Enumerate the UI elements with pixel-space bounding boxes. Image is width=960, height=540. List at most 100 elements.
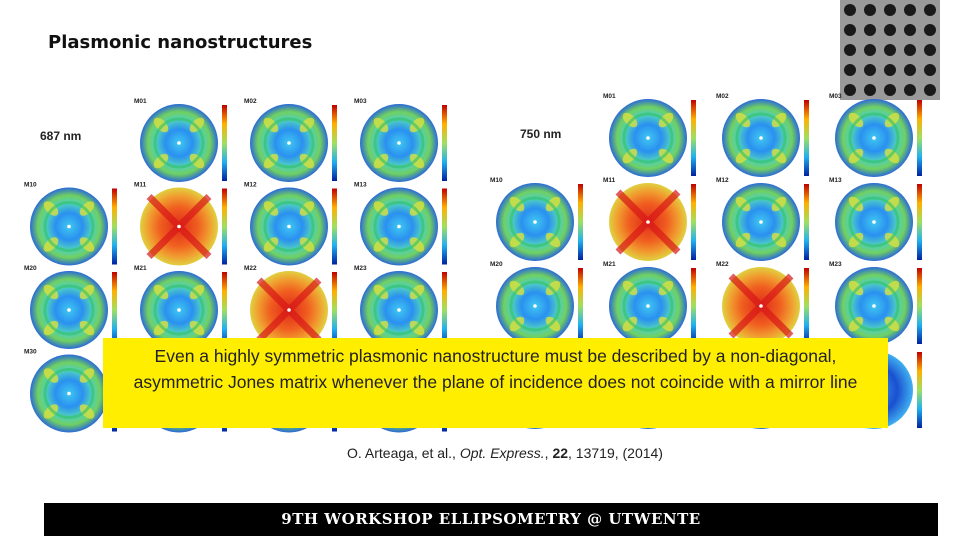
map-ring xyxy=(622,280,674,332)
map-ring xyxy=(622,112,674,164)
center-dot xyxy=(872,304,876,308)
map-ring xyxy=(373,201,425,252)
center-dot xyxy=(533,304,537,308)
center-dot xyxy=(177,308,181,312)
center-dot xyxy=(759,220,763,224)
panel-label: M30 xyxy=(24,349,37,356)
panel-label: M02 xyxy=(244,98,257,105)
slide-title: Plasmonic nanostructures xyxy=(48,32,313,53)
colorbar xyxy=(332,272,337,348)
panel-label: M02 xyxy=(716,93,729,100)
map-ring xyxy=(848,280,900,332)
map-ring xyxy=(153,284,205,336)
map-ring xyxy=(263,117,315,169)
citation-journal: Opt. Express. xyxy=(459,445,545,461)
colorbar xyxy=(804,100,809,176)
center-dot xyxy=(397,141,401,145)
panel-label: M12 xyxy=(244,182,257,189)
panel-label: M11 xyxy=(134,182,147,189)
panel-label: M03 xyxy=(354,98,367,105)
colorbar xyxy=(691,268,696,344)
panel-label: M21 xyxy=(603,261,616,268)
center-dot xyxy=(759,304,763,308)
center-dot xyxy=(287,141,291,145)
map-ring xyxy=(735,196,787,248)
colorbar xyxy=(442,105,447,181)
panel-label: M01 xyxy=(603,93,616,100)
map-ring xyxy=(263,201,315,252)
map-ring xyxy=(735,112,787,164)
map-ring xyxy=(848,196,900,248)
footer: 9TH WORKSHOP ELLIPSOMETRY @ UTWENTE xyxy=(44,503,938,536)
colorbar xyxy=(222,105,227,181)
colorbar xyxy=(112,272,117,348)
colorbar xyxy=(804,268,809,344)
colorbar xyxy=(222,188,227,265)
panel-label: M10 xyxy=(490,177,503,184)
map-ring xyxy=(509,196,561,248)
panel-label: M23 xyxy=(354,265,367,272)
citation-authors: O. Arteaga, et al., xyxy=(347,445,460,461)
center-dot xyxy=(177,224,181,229)
panel-label: M01 xyxy=(134,98,147,105)
colorbar xyxy=(917,100,922,176)
wavelength-label: 750 nm xyxy=(520,127,561,141)
panel-label: M12 xyxy=(716,177,729,184)
center-dot xyxy=(177,141,181,145)
panel-label: M23 xyxy=(829,261,842,268)
citation-sep: , xyxy=(544,445,553,461)
center-dot xyxy=(67,224,71,229)
center-dot xyxy=(646,220,650,224)
map-ring xyxy=(848,112,900,164)
colorbar xyxy=(112,188,117,265)
map-ring xyxy=(153,117,205,169)
center-dot xyxy=(287,224,291,229)
center-dot xyxy=(646,136,650,140)
colorbar xyxy=(332,105,337,181)
center-dot xyxy=(759,136,763,140)
panel-label: M13 xyxy=(354,182,367,189)
colorbar xyxy=(917,352,922,428)
panel-label: M21 xyxy=(134,265,147,272)
center-dot xyxy=(872,136,876,140)
panel-label: M22 xyxy=(244,265,257,272)
map-ring xyxy=(509,280,561,332)
colorbar xyxy=(917,268,922,344)
colorbar xyxy=(804,184,809,260)
colorbar xyxy=(332,188,337,265)
panel-label: M22 xyxy=(716,261,729,268)
citation-volume: 22 xyxy=(552,445,569,461)
panel-label: M03 xyxy=(829,93,842,100)
panel-label: M20 xyxy=(490,261,503,268)
center-dot xyxy=(67,308,71,312)
colorbar xyxy=(917,184,922,260)
colorbar xyxy=(691,184,696,260)
panel-label: M10 xyxy=(24,182,37,189)
colorbar xyxy=(442,272,447,348)
center-dot xyxy=(287,308,291,312)
center-dot xyxy=(67,391,71,396)
sem-image xyxy=(840,0,940,100)
wavelength-label: 687 nm xyxy=(40,129,81,143)
panel-label: M13 xyxy=(829,177,842,184)
center-dot xyxy=(872,220,876,224)
map-ring xyxy=(373,117,425,169)
map-ring xyxy=(373,284,425,336)
colorbar xyxy=(691,100,696,176)
center-dot xyxy=(397,308,401,312)
callout: Even a highly symmetric plasmonic nanost… xyxy=(103,338,888,428)
panel-label: M11 xyxy=(603,177,616,184)
citation: O. Arteaga, et al., Opt. Express., 22, 1… xyxy=(0,445,960,461)
center-dot xyxy=(533,220,537,224)
center-dot xyxy=(397,224,401,229)
colorbar xyxy=(222,272,227,348)
map-ring xyxy=(43,284,95,336)
colorbar xyxy=(578,184,583,260)
map-ring xyxy=(43,201,95,252)
colorbar xyxy=(442,188,447,265)
colorbar xyxy=(578,268,583,344)
panel-label: M20 xyxy=(24,265,37,272)
center-dot xyxy=(646,304,650,308)
map-ring xyxy=(43,368,95,419)
